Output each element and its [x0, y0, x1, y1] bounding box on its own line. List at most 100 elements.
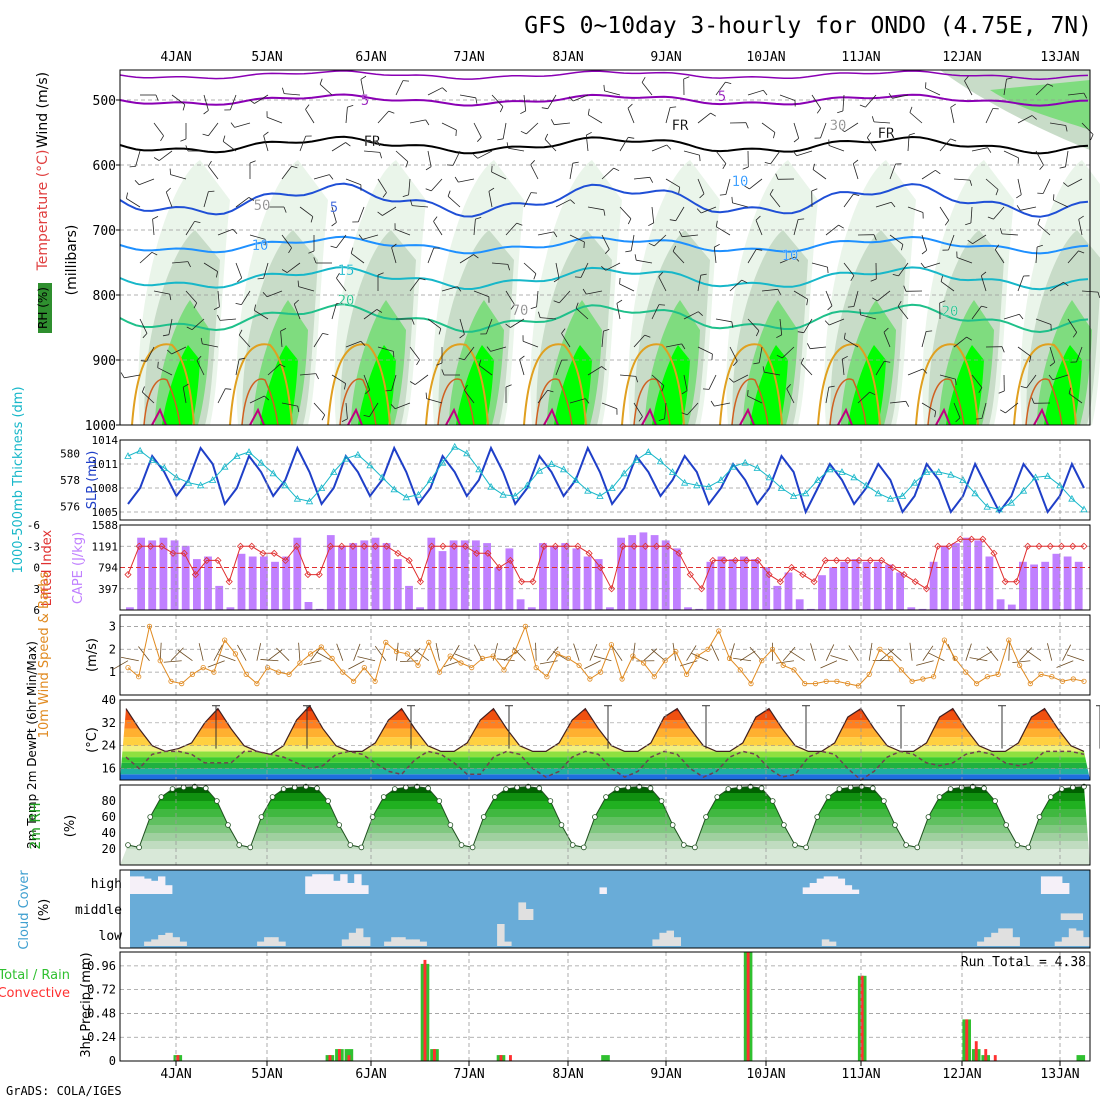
- cloud-bar-low: [158, 935, 166, 946]
- wind-speed-point: [737, 667, 743, 673]
- cloud-bar-high: [809, 883, 818, 894]
- cape-bar: [851, 559, 860, 610]
- lifted-index-point: [124, 571, 132, 579]
- temp-tick: 40: [102, 693, 116, 707]
- wind-barb: [257, 278, 264, 280]
- wind-barb: [284, 93, 301, 96]
- temp-contour-35: [543, 407, 559, 426]
- rh2m-point: [769, 798, 776, 804]
- surface-wind-barb: [1062, 644, 1072, 661]
- rh2m-point: [992, 798, 998, 804]
- wind-barb: [825, 224, 839, 236]
- wind-barb: [265, 239, 267, 246]
- wind-barb: [762, 366, 765, 373]
- wind-barb: [869, 391, 876, 396]
- cloud-bar-low: [179, 941, 187, 946]
- wind-barb: [601, 266, 606, 271]
- wind-barb: [208, 160, 212, 167]
- thickness-point: [209, 476, 217, 483]
- cape-bar: [907, 607, 916, 610]
- wind-barb: [905, 401, 910, 407]
- temp-contour-minus10: [119, 70, 1089, 80]
- rh2m-point: [914, 844, 921, 851]
- wind-barb: [859, 308, 861, 315]
- lifted-index-point: [439, 542, 447, 550]
- wind-barb: [613, 167, 620, 172]
- wind-barb: [964, 80, 973, 96]
- rh-shade-area: [162, 345, 200, 425]
- wind-barb: [281, 234, 292, 249]
- wind-barb: [843, 193, 854, 208]
- thickness-point: [233, 452, 241, 459]
- cloud-bar-low: [348, 932, 357, 946]
- wind-barb: [934, 411, 937, 418]
- wind-barb: [755, 215, 761, 221]
- wind-barb: [124, 374, 141, 379]
- wind-barb: [157, 367, 173, 376]
- cape-bar: [684, 607, 692, 610]
- lifted-index-point: [1080, 542, 1088, 550]
- contour-label: 10: [732, 174, 749, 190]
- cloud-bar-low: [977, 941, 985, 946]
- lifted-index-point: [394, 549, 402, 557]
- thickness-point: [923, 468, 931, 475]
- cloud-bar-high: [305, 876, 313, 894]
- surface-wind-barb: [672, 642, 677, 661]
- rh2m-point: [547, 798, 554, 804]
- wind-barb: [844, 338, 859, 348]
- cloud-bar-high: [844, 885, 853, 894]
- wind-barb: [758, 346, 763, 363]
- surface-wind-barb: [593, 655, 612, 662]
- surface-wind-barb: [589, 643, 598, 661]
- wind-barb: [956, 257, 973, 264]
- wind-barb: [793, 290, 808, 300]
- wind-barb: [299, 135, 307, 152]
- wind-barb: [425, 188, 432, 192]
- lifted-index-point: [675, 549, 683, 557]
- bottom-date-label-3: 7JAN: [453, 1067, 484, 1082]
- surface-wind-barb: [535, 642, 537, 661]
- wind-speed-point: [307, 651, 314, 657]
- contour-label: 15: [338, 263, 355, 279]
- lifted-index-point: [461, 542, 469, 550]
- cloud-bar-low: [144, 941, 152, 946]
- cape-bar: [293, 537, 302, 610]
- wind-barb: [921, 249, 927, 255]
- wind-barb: [530, 306, 537, 309]
- wind-barb: [358, 234, 363, 240]
- rh2m-point: [380, 794, 387, 800]
- wind-barb: [336, 234, 347, 249]
- thickness-point: [172, 473, 181, 481]
- wind-barb: [357, 206, 365, 223]
- cape-bar: [840, 561, 849, 610]
- rh2m-point: [258, 814, 265, 820]
- wind-barb: [321, 414, 326, 421]
- cloud-bar-low: [405, 939, 413, 946]
- thickness-point: [898, 492, 907, 499]
- wind-barb: [254, 310, 269, 320]
- wind-barb: [1049, 122, 1066, 126]
- lifted-index-point: [945, 542, 953, 550]
- lifted-index-point: [754, 556, 762, 564]
- wind-barb: [797, 331, 804, 334]
- wind-barb: [683, 374, 688, 391]
- wind-barb: [796, 150, 813, 157]
- thickness-point: [729, 462, 737, 470]
- contour-label: 5: [718, 89, 726, 105]
- wind-barb: [200, 337, 203, 344]
- wind-barb: [331, 222, 337, 227]
- temp-contour-30: [143, 378, 181, 426]
- wind-barb: [841, 359, 845, 376]
- wind-barb: [182, 383, 189, 388]
- wind-barb: [683, 150, 700, 156]
- cloud-bar-high: [837, 878, 846, 894]
- rh2m-panel: [120, 783, 1090, 865]
- wind-barb: [329, 174, 334, 180]
- cloud-bar-high: [816, 878, 825, 894]
- cape-bar: [974, 540, 983, 610]
- wind-barb: [293, 303, 301, 320]
- wind-barb: [457, 286, 462, 292]
- wind-barb: [713, 247, 717, 264]
- slp-axis-label: SLP (mb): [85, 451, 100, 510]
